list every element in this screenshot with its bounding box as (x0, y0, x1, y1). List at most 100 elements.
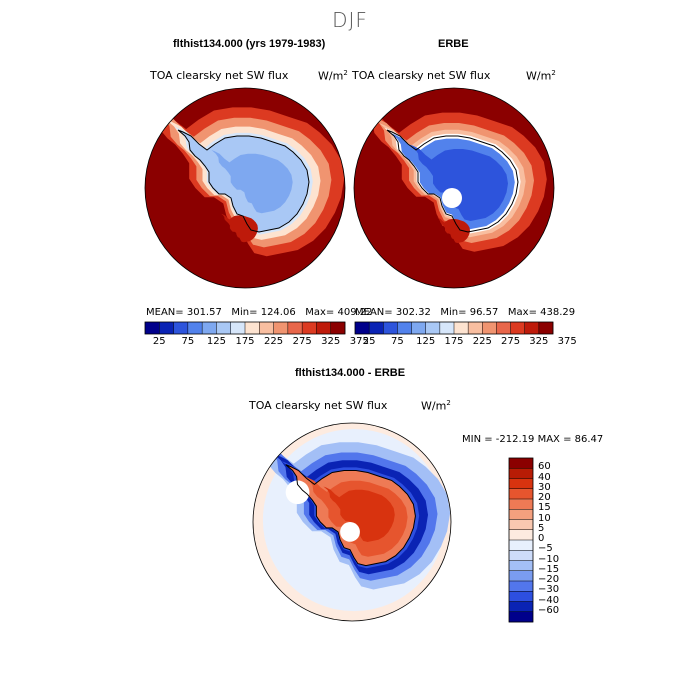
colorbar-tick-label: −10 (538, 553, 560, 565)
colorbar-swatch (509, 611, 533, 623)
polar-data-gap (442, 188, 462, 208)
colorbar-swatch (355, 322, 370, 334)
panel-1-max: 409.22 (337, 307, 373, 318)
colorbar-swatch (509, 581, 533, 592)
panel-2-map (353, 87, 555, 289)
colorbar-tick-label: 75 (181, 336, 195, 347)
panel-3-title: flthist134.000 - ERBE (295, 367, 406, 379)
panel-2-variable: TOA clearsky net SW flux (352, 69, 491, 82)
panel-1-units: W/m2 (318, 69, 348, 83)
colorbar-swatch (509, 570, 533, 582)
colorbar-swatch (509, 478, 533, 490)
colorbar-swatch (509, 519, 533, 531)
colorbar-tick-label: 20 (538, 492, 551, 503)
colorbar-tick-label: −60 (538, 604, 560, 616)
colorbar-tick-label: 10 (538, 512, 551, 524)
colorbar-tick-label: 275 (292, 336, 312, 347)
colorbar-tick-label: −40 (538, 594, 560, 606)
colorbar-tick-label: 5 (538, 522, 545, 534)
panel-2-max: 438.29 (540, 307, 576, 318)
colorbar-tick-label: 25 (152, 336, 166, 347)
panel-1-title: flthist134.000 (yrs 1979-1983) (173, 38, 326, 50)
colorbar-swatch (245, 322, 260, 334)
panel-3-minmax: MIN = -212.19 MAX = 86.47 (462, 434, 604, 445)
colorbar-tick-label: 125 (206, 336, 226, 347)
colorbar-tick-label: −30 (538, 584, 560, 596)
panel-1-stats: MEAN= 301.57 Min= 124.06 Max= 409.22 (146, 307, 373, 318)
colorbar-tick-label: 375 (557, 336, 577, 347)
colorbar-tick-label: 75 (391, 336, 404, 347)
panel-2-units: W/m2 (526, 69, 556, 83)
map-boundary (252, 422, 452, 622)
colorbar-swatch (524, 322, 540, 334)
colorbar-tick-label: 125 (416, 336, 436, 347)
colorbar-swatch (510, 322, 526, 334)
colorbar-swatch (411, 322, 427, 334)
colorbar-swatch (287, 322, 303, 334)
map-contour-fill (323, 486, 395, 542)
colorbar-swatch (509, 488, 533, 500)
colorbar-tick-label: −5 (538, 543, 553, 555)
colorbar-swatch (316, 322, 332, 334)
colorbar-swatch (230, 322, 246, 334)
colorbar-swatch (509, 560, 533, 572)
colorbar-swatch (159, 322, 174, 334)
colorbar-swatch (509, 529, 533, 541)
antarctica-coastline (285, 464, 416, 567)
panel-2-min: 96.57 (469, 307, 499, 318)
panel-1-min: 124.06 (260, 307, 296, 318)
panel-3-variable: TOA clearsky net SW flux (249, 399, 388, 412)
panel-3-units: W/m2 (421, 399, 451, 413)
colorbar-swatch (330, 322, 346, 334)
panel-3-map (252, 422, 452, 622)
colorbar-swatch (259, 322, 274, 334)
colorbar-swatch (397, 322, 412, 334)
colorbar-tick-label: 175 (444, 336, 464, 347)
colorbar-swatch (202, 322, 217, 334)
colorbar-swatch (509, 540, 533, 551)
colorbar-swatch (369, 322, 384, 334)
colorbar-tick-label: 325 (321, 336, 341, 347)
panel-1-colorbar (144, 321, 346, 335)
colorbar-swatch (509, 591, 533, 602)
map-contour-fill (221, 213, 258, 243)
colorbar-swatch (509, 601, 533, 613)
antarctica-coastline (386, 129, 519, 233)
colorbar-tick-label: 225 (264, 336, 284, 347)
colorbar-tick-label: 30 (538, 481, 551, 493)
colorbar-tick-label: −20 (538, 574, 560, 585)
colorbar-swatch (216, 322, 232, 334)
panel-2-title: ERBE (438, 38, 469, 50)
colorbar-tick-label: 60 (538, 461, 551, 473)
colorbar-tick-label: 275 (501, 336, 521, 347)
colorbar-swatch (273, 322, 289, 334)
polar-data-gap (340, 522, 360, 542)
colorbar-swatch (538, 322, 554, 334)
colorbar-swatch (383, 322, 398, 334)
colorbar-tick-label: −15 (538, 563, 560, 575)
colorbar-swatch (509, 550, 533, 561)
colorbar-tick-label: 175 (235, 336, 255, 347)
colorbar-swatch (187, 322, 203, 334)
panel-3-colorbar (508, 457, 534, 623)
colorbar-tick-label: 15 (538, 502, 551, 514)
colorbar-swatch (509, 468, 533, 479)
antarctica-coastline (177, 129, 310, 233)
colorbar-swatch (509, 499, 533, 510)
panel-2-mean: 302.32 (395, 307, 431, 318)
colorbar-swatch (173, 322, 189, 334)
colorbar-swatch (145, 322, 160, 334)
map-contour-fill (211, 150, 293, 214)
panel-1-map (144, 87, 346, 289)
panel-1-mean: 301.57 (186, 307, 222, 318)
colorbar-tick-label: 375 (349, 336, 369, 347)
panel-2-stats: MEAN= 302.32 Min= 96.57 Max= 438.29 (355, 307, 576, 318)
colorbar-tick-label: 325 (529, 336, 549, 347)
missing-data-region (285, 480, 310, 505)
map-contour-fill (409, 144, 508, 221)
map-boundary (353, 87, 555, 289)
colorbar-tick-label: 25 (362, 336, 376, 347)
colorbar-swatch (439, 322, 455, 334)
panel-1-variable: TOA clearsky net SW flux (150, 69, 289, 82)
colorbar-swatch (468, 322, 483, 334)
